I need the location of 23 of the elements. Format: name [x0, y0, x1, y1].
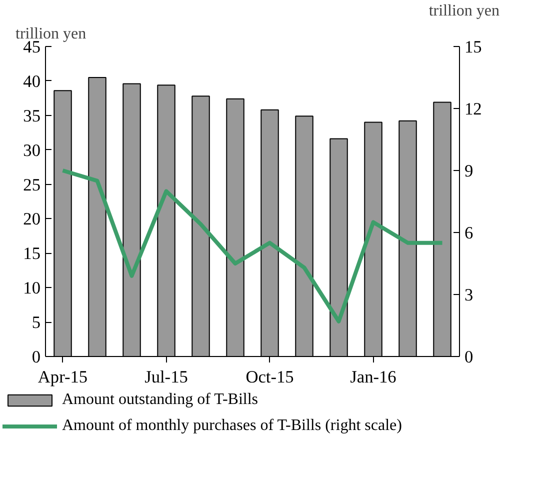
line-series — [60, 168, 444, 324]
y-tick-label: 25 — [23, 175, 40, 194]
y2-tick-label: 15 — [464, 38, 482, 56]
y-tick-label: 20 — [23, 210, 40, 229]
y2-tick-label: 3 — [464, 286, 474, 304]
y2-tick-label: 9 — [464, 162, 474, 180]
x-tick-label: Oct-15 — [246, 368, 294, 386]
y-tick-label: 15 — [23, 244, 40, 264]
x-tick-label: Jan-16 — [350, 368, 397, 386]
y-tick-label: 35 — [23, 106, 40, 126]
x-tick-label: Jul-15 — [144, 368, 188, 386]
y2-tick-label: 6 — [464, 224, 474, 242]
y-tick-label: 40 — [23, 72, 40, 91]
y-tick-label: 5 — [32, 313, 41, 332]
y-tick-label: 30 — [23, 140, 40, 160]
y2-tick-label: 12 — [464, 100, 482, 118]
y2-axis-title: trillion yen — [428, 2, 500, 20]
y2-tick-label: 0 — [464, 348, 474, 366]
y-tick-label: 10 — [23, 278, 40, 298]
x-tick-label: Apr-15 — [38, 368, 88, 386]
y-tick-label: 0 — [32, 348, 41, 366]
legend-label: Amount of monthly purchases of T-Bills (right scale) — [62, 417, 402, 435]
legend-label: Amount outstanding of T-Bills — [62, 391, 258, 409]
